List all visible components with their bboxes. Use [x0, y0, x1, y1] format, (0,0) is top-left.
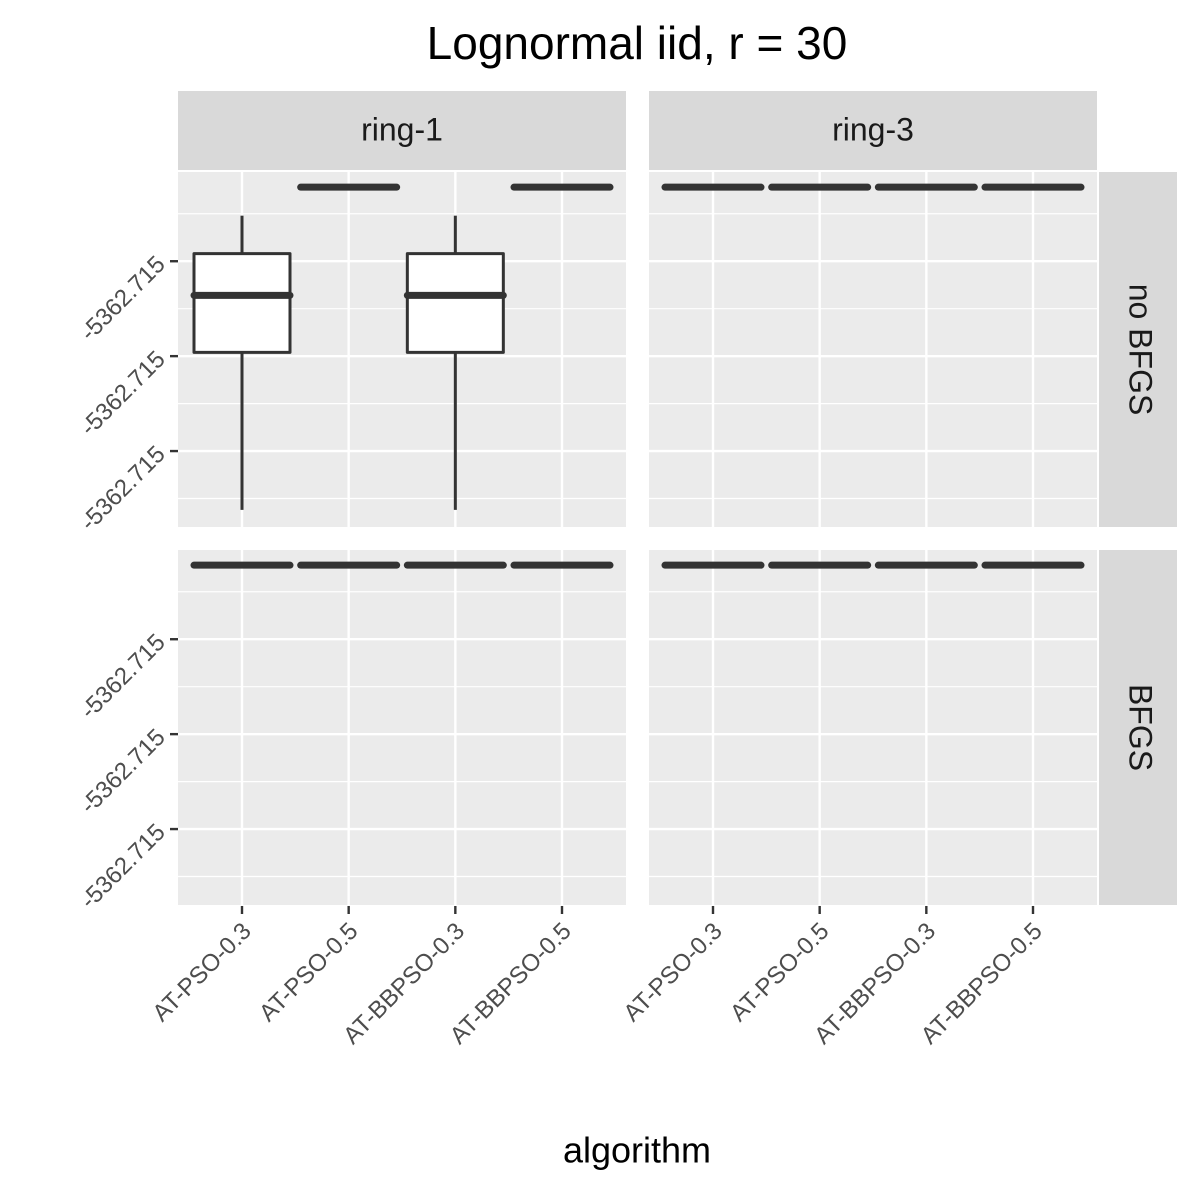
- panel-background: [178, 550, 626, 905]
- strip-background: [178, 91, 626, 170]
- strip-background: [1099, 172, 1177, 527]
- x-tick-label: AT-PSO-0.5: [725, 918, 834, 1027]
- strip-label: BFGS: [1123, 684, 1159, 771]
- y-tick-label: -5362.715: [75, 629, 171, 725]
- x-axis-title: algorithm: [563, 1130, 711, 1171]
- panel-background: [649, 550, 1097, 905]
- y-tick-label: -5362.715: [75, 346, 171, 442]
- y-tick-label: -5362.715: [75, 251, 171, 347]
- strip-background: [649, 91, 1097, 170]
- x-tick-label: AT-PSO-0.3: [618, 918, 727, 1027]
- box: [405, 252, 505, 354]
- strip-background: [1099, 550, 1177, 905]
- x-tick-label: AT-PSO-0.3: [147, 918, 256, 1027]
- strip-label: ring-3: [832, 111, 914, 147]
- y-tick-label: -5362.715: [75, 441, 171, 537]
- x-tick-label: AT-PSO-0.5: [254, 918, 363, 1027]
- strip-label: ring-1: [361, 111, 443, 147]
- panel-background: [649, 172, 1097, 527]
- chart-title: Lognormal iid, r = 30: [427, 17, 848, 69]
- box: [192, 252, 292, 354]
- strip-label: no BFGS: [1123, 284, 1159, 416]
- y-tick-label: -5362.715: [75, 724, 171, 820]
- y-tick-label: -5362.715: [75, 819, 171, 915]
